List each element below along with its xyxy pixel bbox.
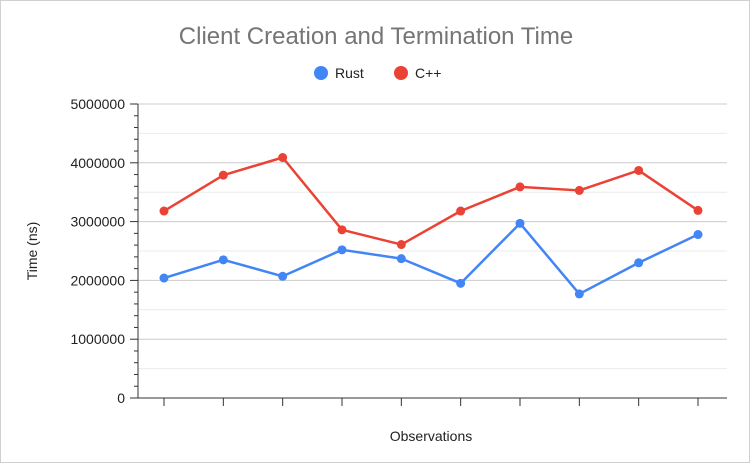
data-point[interactable] bbox=[456, 206, 466, 216]
y-tick-label: 1000000 bbox=[70, 331, 125, 347]
legend: Rust C++ bbox=[314, 65, 441, 81]
chart-title: Client Creation and Termination Time bbox=[179, 23, 573, 50]
series-line bbox=[163, 156, 699, 246]
legend-label: Rust bbox=[335, 65, 364, 81]
data-point[interactable] bbox=[693, 205, 703, 215]
y-tick-label: 4000000 bbox=[70, 155, 125, 171]
data-point[interactable] bbox=[218, 255, 228, 265]
data-point[interactable] bbox=[515, 182, 525, 192]
series-layer bbox=[159, 153, 703, 299]
data-point[interactable] bbox=[337, 245, 347, 255]
series-rust bbox=[159, 218, 703, 299]
data-point[interactable] bbox=[574, 289, 584, 299]
x-axis-label: Observations bbox=[390, 428, 472, 444]
y-axis: 0 1000000 2000000 3000000 4000000 5000000 bbox=[70, 96, 139, 406]
data-point[interactable] bbox=[456, 278, 466, 288]
data-point[interactable] bbox=[278, 153, 288, 163]
y-tick-label: 3000000 bbox=[70, 214, 125, 230]
data-point[interactable] bbox=[515, 218, 525, 228]
series-line bbox=[163, 222, 699, 296]
x-axis bbox=[138, 397, 727, 406]
legend-label: C++ bbox=[415, 65, 441, 81]
legend-item[interactable]: Rust bbox=[314, 65, 364, 81]
data-point[interactable] bbox=[278, 271, 288, 281]
series-cpp bbox=[159, 153, 703, 250]
data-point[interactable] bbox=[634, 165, 644, 175]
legend-marker bbox=[394, 66, 408, 80]
data-point[interactable] bbox=[574, 185, 584, 195]
data-point[interactable] bbox=[634, 258, 644, 268]
data-point[interactable] bbox=[159, 206, 169, 216]
legend-item[interactable]: C++ bbox=[394, 65, 441, 81]
y-tick-label: 5000000 bbox=[70, 96, 125, 112]
y-tick-label: 0 bbox=[117, 390, 125, 406]
y-tick-label: 2000000 bbox=[70, 272, 125, 288]
data-point[interactable] bbox=[396, 254, 406, 264]
data-point[interactable] bbox=[159, 273, 169, 283]
gridlines bbox=[138, 103, 727, 370]
y-axis-label: Time (ns) bbox=[24, 222, 40, 281]
data-point[interactable] bbox=[396, 240, 406, 250]
data-point[interactable] bbox=[337, 225, 347, 235]
data-point[interactable] bbox=[693, 230, 703, 240]
data-point[interactable] bbox=[218, 170, 228, 180]
legend-marker bbox=[314, 66, 328, 80]
